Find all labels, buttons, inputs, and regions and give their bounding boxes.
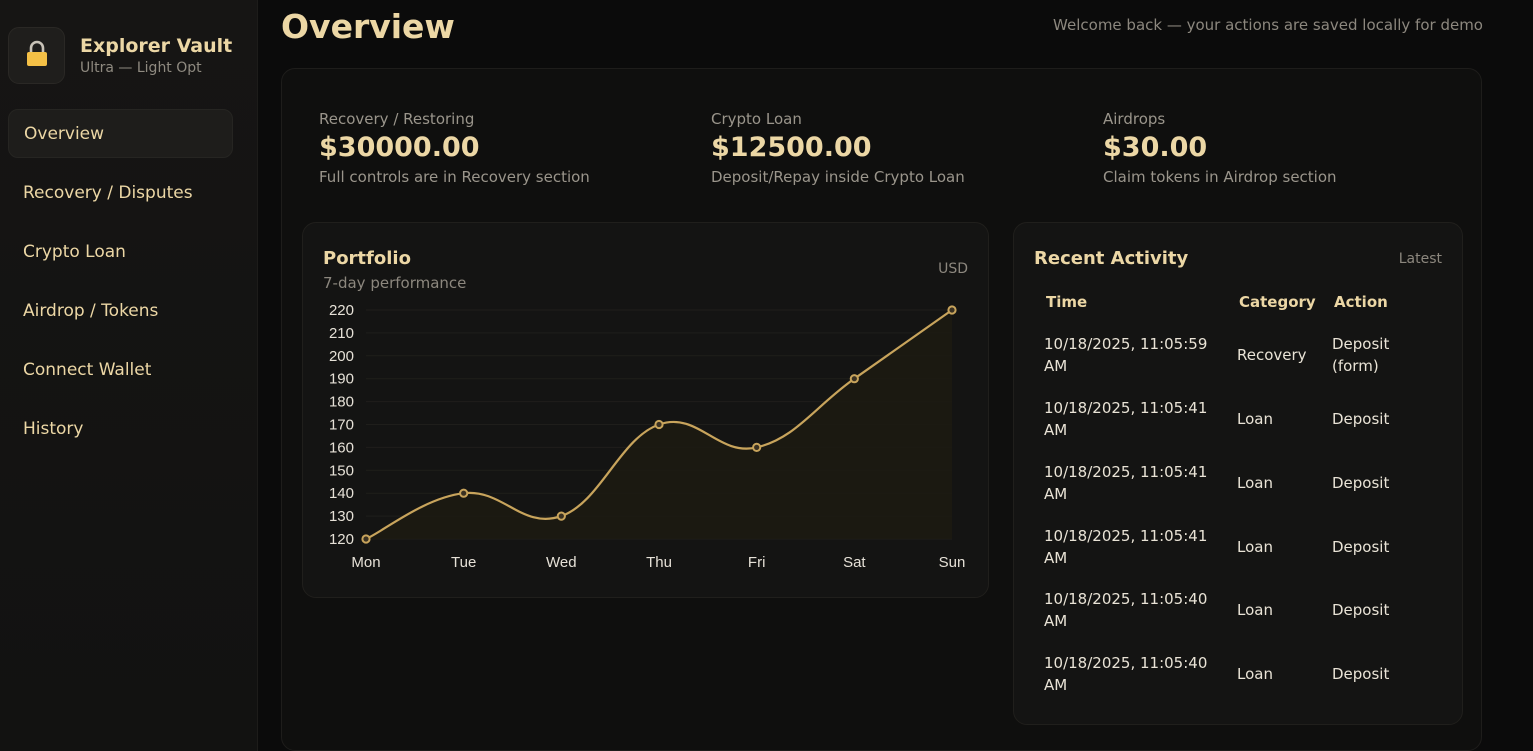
cell-time: 10/18/2025, 11:05:40 AM <box>1044 590 1208 630</box>
x-tick-label: Sun <box>939 554 966 571</box>
activity-title: Recent Activity <box>1034 248 1189 269</box>
cell-category: Loan <box>1237 601 1273 619</box>
chart-data-point <box>654 419 664 430</box>
cell-category: Loan <box>1237 665 1273 683</box>
chart-data-point <box>556 511 566 521</box>
cell-category: Loan <box>1237 538 1273 556</box>
brand-logo <box>8 27 65 84</box>
y-tick-label: 220 <box>329 302 354 319</box>
stat-value: $30000.00 <box>319 132 480 163</box>
cell-category: Loan <box>1237 410 1273 428</box>
sidebar-item-crypto-loan[interactable]: Crypto Loan <box>8 227 233 276</box>
welcome-message: Welcome back — your actions are saved lo… <box>1053 16 1483 34</box>
portfolio-subtitle: 7-day performance <box>323 274 467 292</box>
x-tick-label: Tue <box>451 554 476 571</box>
sidebar-item-label: Airdrop / Tokens <box>23 300 159 321</box>
stat-airdrops: Airdrops $30.00 Claim tokens in Airdrop … <box>1103 109 1337 187</box>
y-tick-label: 150 <box>329 462 354 479</box>
y-tick-label: 130 <box>329 508 354 525</box>
portfolio-card: Portfolio 7-day performance USD 120 130 14… <box>302 222 989 598</box>
chart-data-point <box>361 534 371 544</box>
y-tick-label: 180 <box>329 394 354 411</box>
page-title: Overview <box>281 7 455 46</box>
table-row: 10/18/2025, 11:05:41 AM Loan Deposit <box>1014 461 1464 521</box>
sidebar-item-label: Recovery / Disputes <box>23 182 193 203</box>
sidebar-item-label: Overview <box>24 123 105 144</box>
lock-icon <box>25 40 49 72</box>
portfolio-chart: 120 130 140 150 160 170 180 190 200 210 220 Mon Tue… <box>329 302 966 571</box>
cell-action: Deposit <box>1332 538 1390 556</box>
portfolio-title: Portfolio <box>323 248 411 269</box>
table-row: 10/18/2025, 11:05:41 AM Loan Deposit <box>1014 397 1464 457</box>
brand-name: Explorer Vault <box>80 34 233 57</box>
cell-time: 10/18/2025, 11:05:40 AM <box>1044 654 1208 694</box>
cell-action: Deposit <box>1332 474 1390 492</box>
chart-data-point <box>947 305 957 315</box>
table-row: 10/18/2025, 11:05:41 AM Loan Deposit <box>1014 525 1464 585</box>
stat-label: Recovery / Restoring <box>319 110 475 128</box>
cell-time: 10/18/2025, 11:05:41 AM <box>1044 527 1208 567</box>
cell-category: Loan <box>1237 474 1273 492</box>
recent-activity-card: Recent Activity Latest Time Category Act… <box>1013 222 1463 725</box>
stat-note: Deposit/Repay inside Crypto Loan <box>711 168 965 186</box>
chart-data-point <box>459 488 469 498</box>
sidebar-item-airdrop[interactable]: Airdrop / Tokens <box>8 286 233 335</box>
table-row: 10/18/2025, 11:05:40 AM Loan Deposit <box>1014 588 1464 648</box>
cell-action: Deposit <box>1332 410 1390 428</box>
sidebar-item-connect-wallet[interactable]: Connect Wallet <box>8 345 233 394</box>
y-tick-label: 200 <box>329 348 354 365</box>
x-tick-label: Fri <box>748 554 766 571</box>
sidebar: Explorer Vault Ultra — Light Opt Overvie… <box>0 0 258 751</box>
cell-action: Deposit <box>1332 665 1390 683</box>
column-header-category: Category <box>1239 293 1316 311</box>
cell-time: 10/18/2025, 11:05:41 AM <box>1044 399 1208 439</box>
cell-action: Deposit <box>1332 601 1390 619</box>
x-tick-label: Sat <box>843 554 866 571</box>
y-tick-label: 170 <box>329 417 354 434</box>
sidebar-item-label: History <box>23 418 84 439</box>
sidebar-item-label: Connect Wallet <box>23 359 152 380</box>
chart-data-point <box>752 442 762 452</box>
y-tick-label: 120 <box>329 531 354 548</box>
stat-note: Full controls are in Recovery section <box>319 168 590 186</box>
sidebar-item-overview[interactable]: Overview <box>8 109 233 158</box>
column-header-time: Time <box>1046 293 1088 311</box>
stat-note: Claim tokens in Airdrop section <box>1103 168 1337 186</box>
activity-tag: Latest <box>1398 251 1442 267</box>
stat-value: $30.00 <box>1103 132 1208 163</box>
table-row: 10/18/2025, 11:05:59 AM Recovery Deposit… <box>1014 333 1464 393</box>
overview-panel: Recovery / Restoring $30000.00 Full cont… <box>281 68 1482 751</box>
sidebar-nav: Overview Recovery / Disputes Crypto Loan… <box>8 109 233 463</box>
y-tick-label: 140 <box>329 485 354 502</box>
cell-category: Recovery <box>1237 346 1307 364</box>
x-tick-label: Mon <box>351 554 380 571</box>
sidebar-item-label: Crypto Loan <box>23 241 126 262</box>
chart-data-point <box>849 374 859 384</box>
x-tick-label: Thu <box>646 554 672 571</box>
activity-table-header: Time Category Action <box>1014 293 1464 313</box>
y-tick-label: 190 <box>329 371 354 388</box>
cell-action: Deposit (form) <box>1332 335 1390 375</box>
y-tick-label: 160 <box>329 439 354 456</box>
sidebar-item-history[interactable]: History <box>8 404 233 453</box>
y-tick-label: 210 <box>329 325 354 342</box>
stat-value: $12500.00 <box>711 132 872 163</box>
brand: Explorer Vault Ultra — Light Opt <box>8 27 232 84</box>
stat-recovery: Recovery / Restoring $30000.00 Full cont… <box>319 109 590 187</box>
stat-crypto-loan: Crypto Loan $12500.00 Deposit/Repay insi… <box>711 109 965 187</box>
brand-subtitle: Ultra — Light Opt <box>80 59 202 76</box>
currency-label: USD <box>938 261 968 277</box>
stat-label: Crypto Loan <box>711 110 802 128</box>
table-row: 10/18/2025, 11:05:40 AM Loan Deposit <box>1014 652 1464 712</box>
stat-label: Airdrops <box>1103 110 1166 128</box>
x-tick-label: Wed <box>546 554 577 571</box>
column-header-action: Action <box>1334 293 1388 311</box>
cell-time: 10/18/2025, 11:05:41 AM <box>1044 463 1208 503</box>
sidebar-item-recovery[interactable]: Recovery / Disputes <box>8 168 233 217</box>
cell-time: 10/18/2025, 11:05:59 AM <box>1044 335 1208 375</box>
